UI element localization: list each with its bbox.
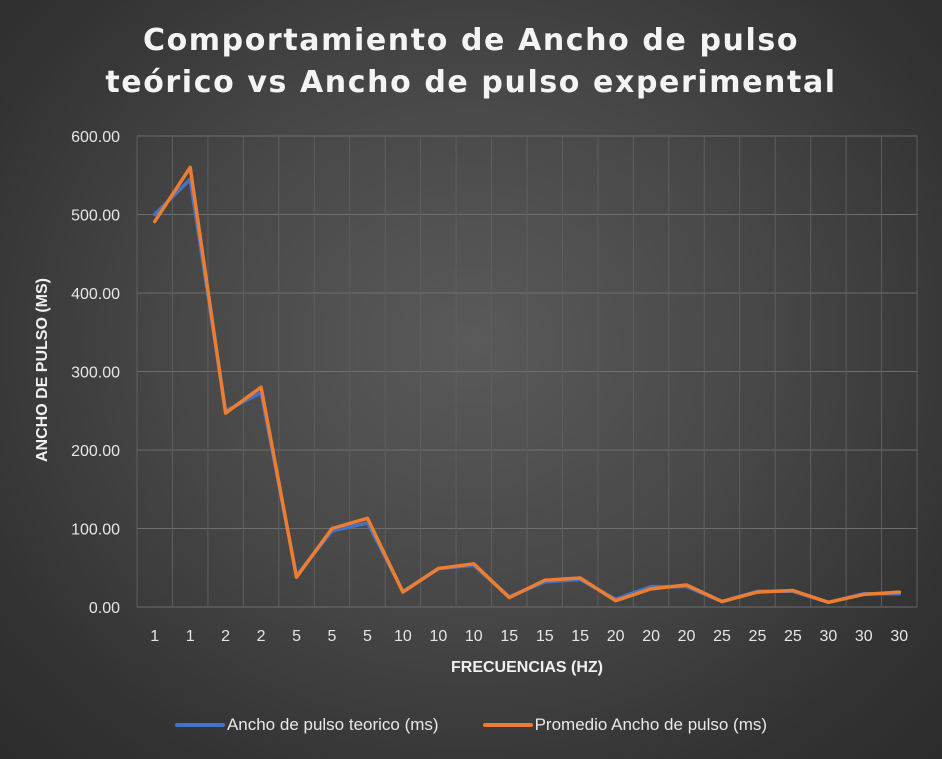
chart-title-line-2: teórico vs Ancho de pulso experimental bbox=[105, 65, 837, 100]
x-axis-title: FRECUENCIAS (HZ) bbox=[451, 659, 603, 676]
x-tick-label: 25 bbox=[713, 628, 731, 645]
x-tick-label: 5 bbox=[292, 628, 301, 645]
y-tick-label: 600.00 bbox=[71, 129, 120, 146]
legend-label-series-2: Promedio Ancho de pulso (ms) bbox=[534, 715, 768, 734]
x-tick-label: 10 bbox=[465, 628, 483, 645]
y-tick-label: 0.00 bbox=[89, 600, 120, 617]
x-tick-label: 10 bbox=[429, 628, 447, 645]
legend-item-series-1: Ancho de pulso teorico (ms) bbox=[174, 715, 439, 735]
x-tick-label: 15 bbox=[500, 628, 518, 645]
legend-label-series-1: Ancho de pulso teorico (ms) bbox=[226, 715, 439, 734]
x-tick-label: 2 bbox=[257, 628, 266, 645]
y-tick-label: 500.00 bbox=[71, 208, 120, 225]
chart-title: Comportamiento de Ancho de pulso teórico… bbox=[0, 20, 942, 104]
x-tick-label: 5 bbox=[328, 628, 337, 645]
series-lines bbox=[152, 165, 902, 605]
x-tick-labels: 1 1 2 2 5 5 5 10 10 10 15 15 15 20 20 20 25 25 25 30 30 30 bbox=[150, 628, 908, 645]
y-tick-label: 200.00 bbox=[71, 443, 120, 460]
legend: Ancho de pulso teorico (ms) Promedio Anc… bbox=[0, 715, 942, 735]
x-tick-label: 30 bbox=[819, 628, 837, 645]
x-tick-label: 1 bbox=[150, 628, 159, 645]
x-tick-label: 5 bbox=[363, 628, 372, 645]
legend-swatch-series-2 bbox=[482, 723, 533, 727]
x-tick-label: 1 bbox=[186, 628, 195, 645]
x-tick-label: 2 bbox=[221, 628, 230, 645]
x-tick-label: 15 bbox=[536, 628, 554, 645]
x-tick-label: 30 bbox=[890, 628, 908, 645]
series-line-2 bbox=[152, 165, 902, 605]
chart-title-line-1: Comportamiento de Ancho de pulso bbox=[142, 23, 800, 58]
x-tick-label: 20 bbox=[642, 628, 660, 645]
x-tick-label: 30 bbox=[855, 628, 873, 645]
y-tick-label: 400.00 bbox=[71, 286, 120, 303]
y-tick-label: 300.00 bbox=[71, 365, 120, 382]
x-tick-label: 25 bbox=[749, 628, 767, 645]
gridlines bbox=[136, 135, 918, 608]
x-tick-label: 10 bbox=[394, 628, 412, 645]
x-tick-label: 25 bbox=[784, 628, 802, 645]
x-tick-label: 20 bbox=[678, 628, 696, 645]
y-axis-title: ANCHO DE PULSO (MS) bbox=[34, 278, 51, 462]
legend-item-series-2: Promedio Ancho de pulso (ms) bbox=[482, 715, 768, 735]
y-tick-label: 100.00 bbox=[71, 522, 120, 539]
y-tick-labels: 0.00 100.00 200.00 300.00 400.00 500.00 600.00 bbox=[71, 129, 120, 617]
x-tick-label: 15 bbox=[571, 628, 589, 645]
legend-swatch-series-1 bbox=[174, 723, 225, 727]
x-tick-label: 20 bbox=[607, 628, 625, 645]
